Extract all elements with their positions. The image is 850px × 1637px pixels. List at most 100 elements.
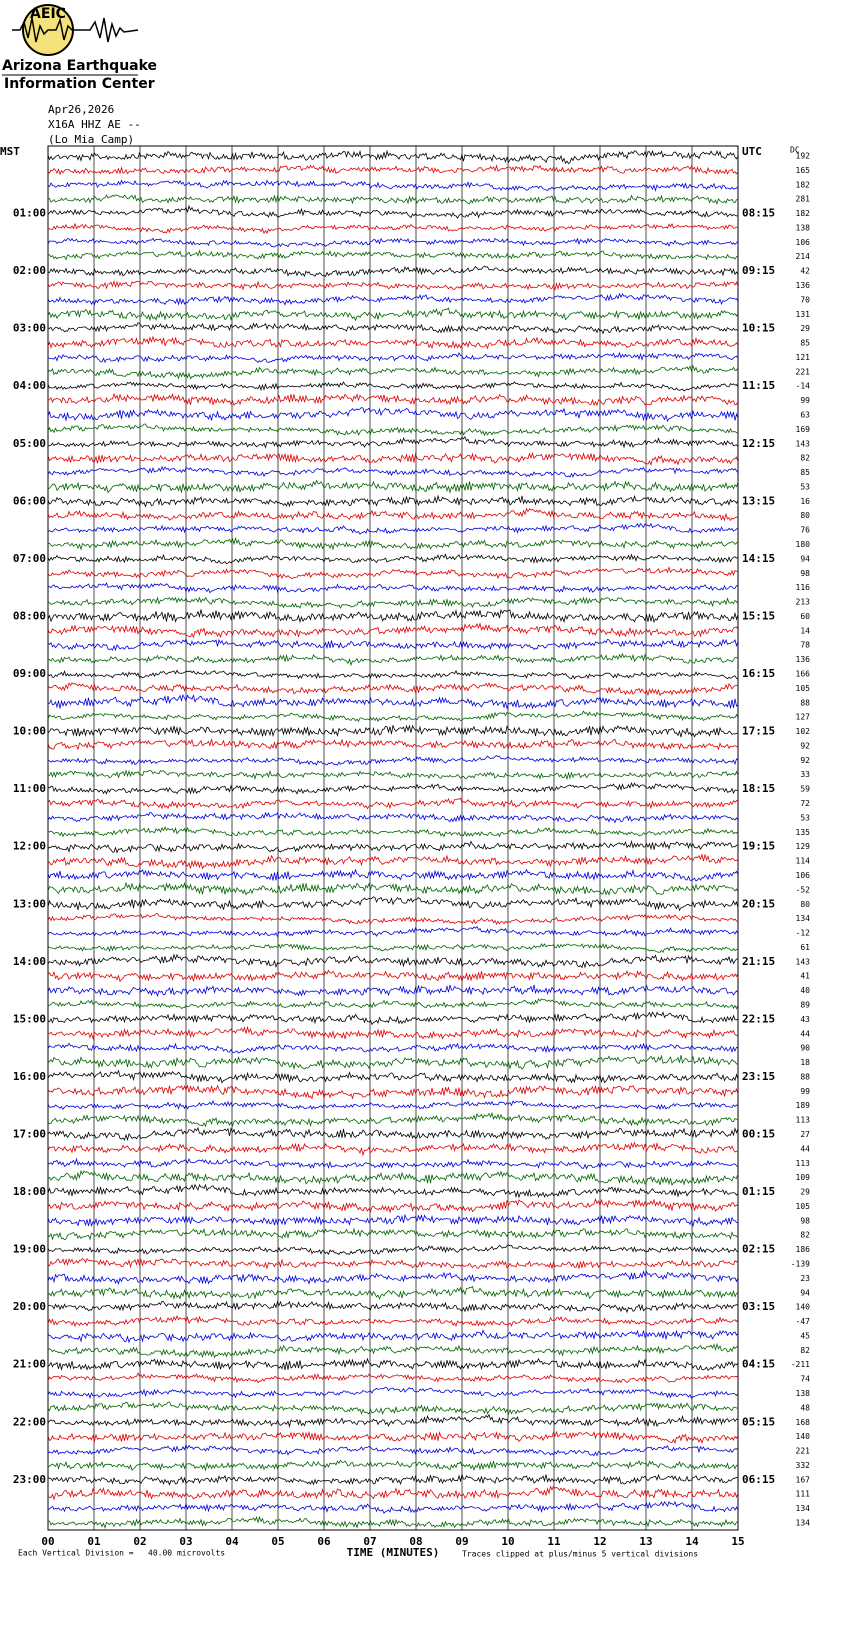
trace [47, 204, 739, 219]
trace [47, 423, 739, 437]
trace [47, 1329, 739, 1344]
trace [47, 237, 739, 248]
trace [47, 1157, 739, 1170]
header-site: (Lo Mia Camp) [48, 133, 134, 146]
dc-value: 134 [796, 1519, 811, 1528]
trace [47, 553, 739, 565]
dc-value: 89 [800, 1000, 810, 1009]
trace [47, 265, 739, 278]
utc-label: 23:15 [742, 1070, 775, 1083]
mst-label: 09:00 [13, 667, 46, 680]
x-tick-label: 04 [225, 1535, 239, 1548]
x-tick-label: 09 [455, 1535, 468, 1548]
trace [47, 1244, 739, 1256]
trace [47, 1011, 739, 1026]
mst-label: 07:00 [13, 552, 46, 565]
trace [47, 1042, 739, 1054]
trace [47, 769, 739, 781]
x-tick-label: 15 [731, 1535, 744, 1548]
trace [47, 1430, 739, 1445]
dc-value: 14 [800, 626, 810, 635]
dc-value: 29 [800, 1188, 810, 1197]
dc-value: 27 [800, 1130, 810, 1139]
mst-label: 19:00 [13, 1243, 46, 1256]
trace [47, 507, 739, 522]
dc-value: 70 [800, 295, 810, 304]
trace [47, 179, 739, 192]
dc-value: 186 [796, 1245, 811, 1254]
utc-label: 20:15 [742, 897, 775, 910]
dc-value: 106 [796, 871, 811, 880]
trace [47, 164, 739, 176]
dc-value: 105 [796, 1202, 811, 1211]
x-tick-label: 12 [593, 1535, 606, 1548]
trace [47, 307, 739, 322]
dc-value: 74 [800, 1375, 810, 1384]
dc-value: 221 [796, 367, 811, 376]
dc-value: 113 [796, 1116, 811, 1125]
dc-value: 189 [796, 1101, 811, 1110]
mst-label: 08:00 [13, 609, 46, 622]
dc-value: 72 [800, 799, 810, 808]
logo-line2: Information Center [4, 76, 155, 92]
dc-value: 92 [800, 741, 810, 750]
trace [47, 1099, 739, 1111]
utc-label: 21:15 [742, 955, 775, 968]
dc-value: 332 [796, 1461, 811, 1470]
dc-value: 90 [800, 1044, 810, 1053]
trace [47, 149, 739, 165]
dc-value: 180 [796, 540, 811, 549]
trace [47, 622, 739, 639]
dc-value: 94 [800, 554, 810, 563]
trace [47, 1025, 739, 1041]
dc-value: 42 [800, 267, 810, 276]
trace [47, 351, 739, 364]
trace [47, 912, 739, 926]
trace [47, 381, 739, 392]
x-axis-label: TIME (MINUTES) [347, 1546, 440, 1559]
x-tick-label: 02 [133, 1535, 146, 1548]
mst-label: 05:00 [13, 437, 46, 450]
trace [47, 755, 739, 766]
mst-label: 12:00 [13, 840, 46, 853]
utc-label: 12:15 [742, 437, 775, 450]
trace [47, 840, 739, 854]
dc-value: 94 [800, 1288, 810, 1297]
dc-value: 98 [800, 569, 810, 578]
trace [47, 222, 739, 235]
dc-label: DC [790, 146, 800, 155]
x-tick-label: 11 [547, 1535, 561, 1548]
trace [47, 925, 739, 938]
utc-label: 13:15 [742, 494, 775, 507]
mst-label: MST [0, 145, 20, 158]
dc-value: 45 [800, 1331, 810, 1340]
dc-value: 135 [796, 828, 811, 837]
trace [47, 638, 739, 652]
mst-label: 02:00 [13, 264, 46, 277]
trace [47, 1069, 739, 1084]
trace [47, 465, 739, 478]
dc-value: 63 [800, 411, 810, 420]
dc-value: 214 [796, 252, 811, 261]
mst-label: 10:00 [13, 725, 46, 738]
dc-value: 182 [796, 180, 811, 189]
trace [47, 724, 739, 738]
dc-value: 44 [800, 1029, 810, 1038]
utc-label: 03:15 [742, 1300, 775, 1313]
trace [47, 407, 739, 423]
dc-value: 116 [796, 583, 811, 592]
utc-label: 04:15 [742, 1358, 775, 1371]
dc-value: 82 [800, 454, 810, 463]
mst-label: 14:00 [13, 955, 46, 968]
dc-value: 138 [796, 223, 811, 232]
dc-value: -12 [796, 929, 811, 938]
dc-value: 60 [800, 612, 810, 621]
dc-value: 85 [800, 468, 810, 477]
dc-value: 82 [800, 1231, 810, 1240]
trace [47, 1141, 739, 1157]
mst-label: 18:00 [13, 1185, 46, 1198]
trace [47, 669, 739, 680]
dc-value: 167 [796, 1475, 811, 1484]
trace [47, 596, 739, 610]
dc-value: 138 [796, 1389, 811, 1398]
